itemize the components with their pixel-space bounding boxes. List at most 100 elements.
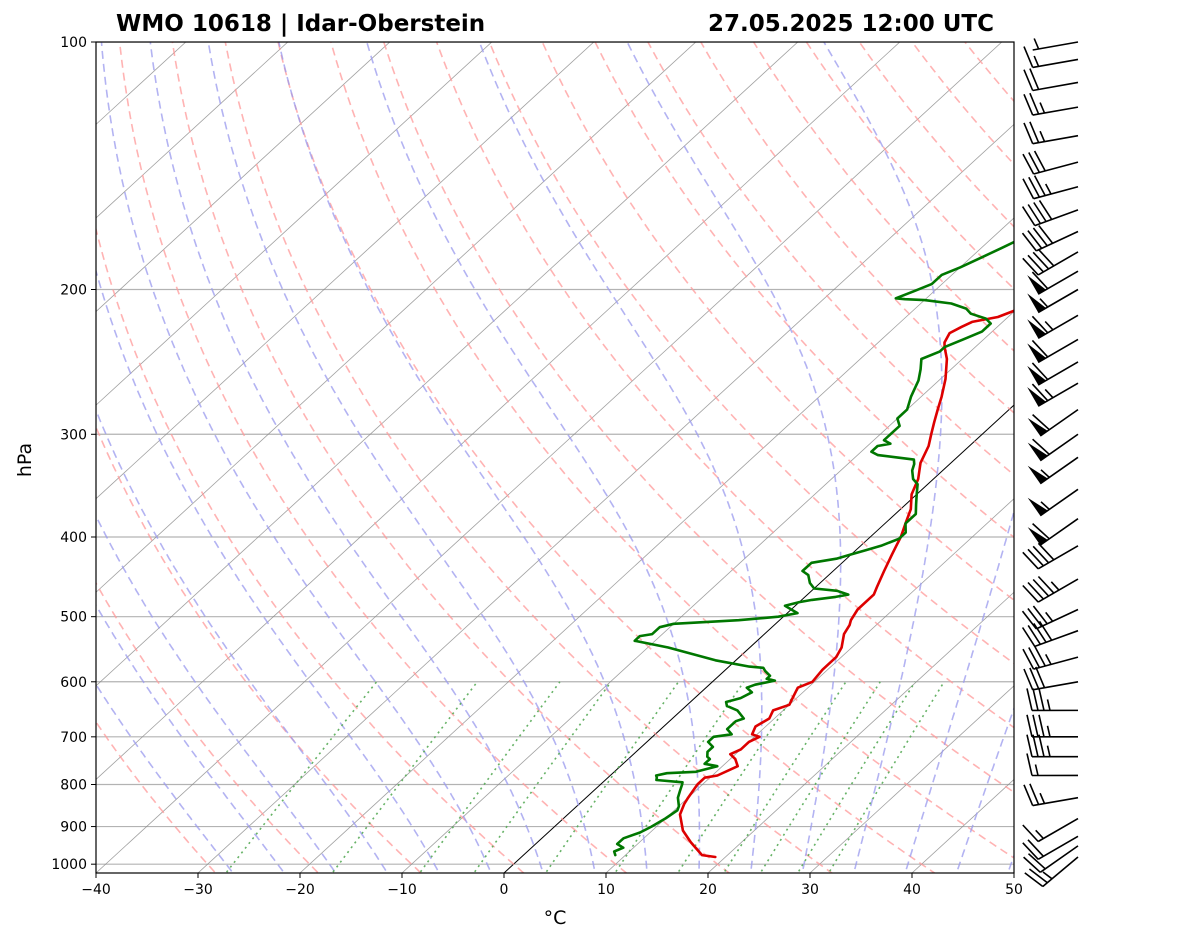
wind-barb [1027, 382, 1079, 407]
isotherm [1013, 872, 1014, 873]
barb-flag [1026, 688, 1033, 711]
barb-flag [1023, 668, 1034, 691]
barb-half-flag [1044, 654, 1052, 665]
isotherm [96, 42, 799, 687]
barb-half-flag [1044, 183, 1052, 195]
wind-barb [1023, 68, 1079, 92]
wind-barb [1027, 270, 1079, 295]
barb-flag [1032, 605, 1048, 625]
barb-staff [1032, 106, 1079, 116]
barb-flag [1038, 199, 1053, 220]
barb-flag [1031, 362, 1049, 381]
temperature-profile [678, 309, 1014, 859]
wind-barb [1022, 835, 1079, 860]
dry-adiabat [646, 42, 1014, 476]
barb-staff [1039, 456, 1079, 485]
dry-adiabat [1107, 24, 1181, 882]
barb-flag [1027, 608, 1043, 627]
mixing-ratio-line [676, 681, 804, 873]
barb-flag [1022, 584, 1039, 603]
wind-barb [1026, 714, 1079, 738]
barb-pennant [1027, 319, 1046, 339]
y-tick-label: 100 [60, 35, 87, 51]
barb-staff [1032, 58, 1079, 69]
barb-staff [1033, 656, 1079, 670]
barb-flag [1033, 622, 1047, 643]
barb-half-flag [1046, 699, 1051, 711]
barb-flag [1033, 175, 1046, 196]
moist-adiabat [626, 42, 842, 873]
barb-flag [1029, 667, 1040, 690]
barb-staff [1039, 488, 1079, 517]
barb-flag [1027, 204, 1042, 224]
dry-adiabat [277, 42, 937, 873]
wind-barb [1022, 248, 1079, 276]
barb-flag [1029, 92, 1040, 115]
isotherm [605, 498, 1014, 873]
x-tick-label: −20 [285, 882, 315, 898]
mixing-ratio-line [759, 681, 881, 873]
barb-flag [1033, 150, 1046, 172]
wind-barb [1021, 199, 1079, 227]
barb-flag [1027, 853, 1046, 870]
barb-staff [1033, 161, 1079, 175]
barb-flag [1029, 121, 1040, 143]
wind-barb [1027, 518, 1079, 546]
barb-half-flag [1039, 792, 1046, 804]
barb-flag [1038, 688, 1045, 711]
barb-staff [1032, 81, 1079, 92]
barb-flag [1037, 248, 1055, 267]
isotherm [197, 123, 1014, 873]
barb-half-flag [1045, 611, 1054, 622]
moist-adiabat [100, 42, 492, 873]
moist-adiabat [278, 42, 648, 873]
chart-title-station: WMO 10618 | Idar-Oberstein [116, 11, 485, 37]
dry-adiabat [1055, 24, 1181, 882]
barb-pennant [1027, 442, 1048, 461]
barb-flag [1035, 666, 1046, 689]
barb-half-flag [1034, 764, 1039, 776]
wind-barb [1022, 175, 1079, 200]
barb-half-flag [1040, 501, 1050, 510]
moist-adiabat [904, 508, 1014, 873]
y-tick-label: 700 [60, 730, 87, 746]
barb-half-flag [1050, 581, 1060, 591]
barb-pennant [1027, 418, 1048, 436]
isotherm [1089, 4, 1181, 898]
barb-pennant [1027, 293, 1046, 313]
barb-flag [1037, 542, 1055, 561]
moist-adiabat [96, 268, 441, 873]
barb-flag [1028, 152, 1041, 173]
wind-barb [1022, 150, 1079, 175]
barb-flag [1032, 688, 1039, 711]
x-tick-label: 40 [903, 882, 921, 898]
barb-half-flag [1040, 469, 1050, 478]
moist-adiabat [96, 408, 389, 873]
barb-flag [1023, 784, 1034, 806]
barb-pennant [1027, 343, 1046, 363]
isotherm [96, 42, 697, 593]
wind-barb [1027, 288, 1079, 314]
barb-staff [1035, 608, 1079, 630]
barb-pennant [1027, 387, 1046, 407]
chart-title-time: 27.05.2025 12:00 UTC [708, 11, 994, 37]
y-axis-ticks: 1000 900 800 700 600 500 400 300 200 100 [51, 35, 96, 873]
isotherm [96, 42, 391, 313]
barb-flag [1038, 225, 1054, 244]
wind-barb [1022, 542, 1079, 570]
barb-pennant [1027, 365, 1046, 385]
x-tick-label: 50 [1005, 882, 1023, 898]
dry-adiabat [96, 581, 320, 873]
wind-barb [1027, 408, 1079, 437]
barb-staff [1032, 680, 1079, 691]
dry-adiabat [435, 42, 1014, 729]
y-tick-label: 300 [60, 427, 87, 443]
barb-flag [1022, 648, 1035, 670]
barb-flag [1032, 438, 1050, 455]
wind-barb [1021, 605, 1079, 630]
y-tick-label: 600 [60, 675, 87, 691]
moist-adiabat [149, 42, 544, 873]
barb-flag [1032, 545, 1050, 564]
dry-adiabat [96, 226, 525, 873]
x-tick-label: 0 [500, 882, 509, 898]
